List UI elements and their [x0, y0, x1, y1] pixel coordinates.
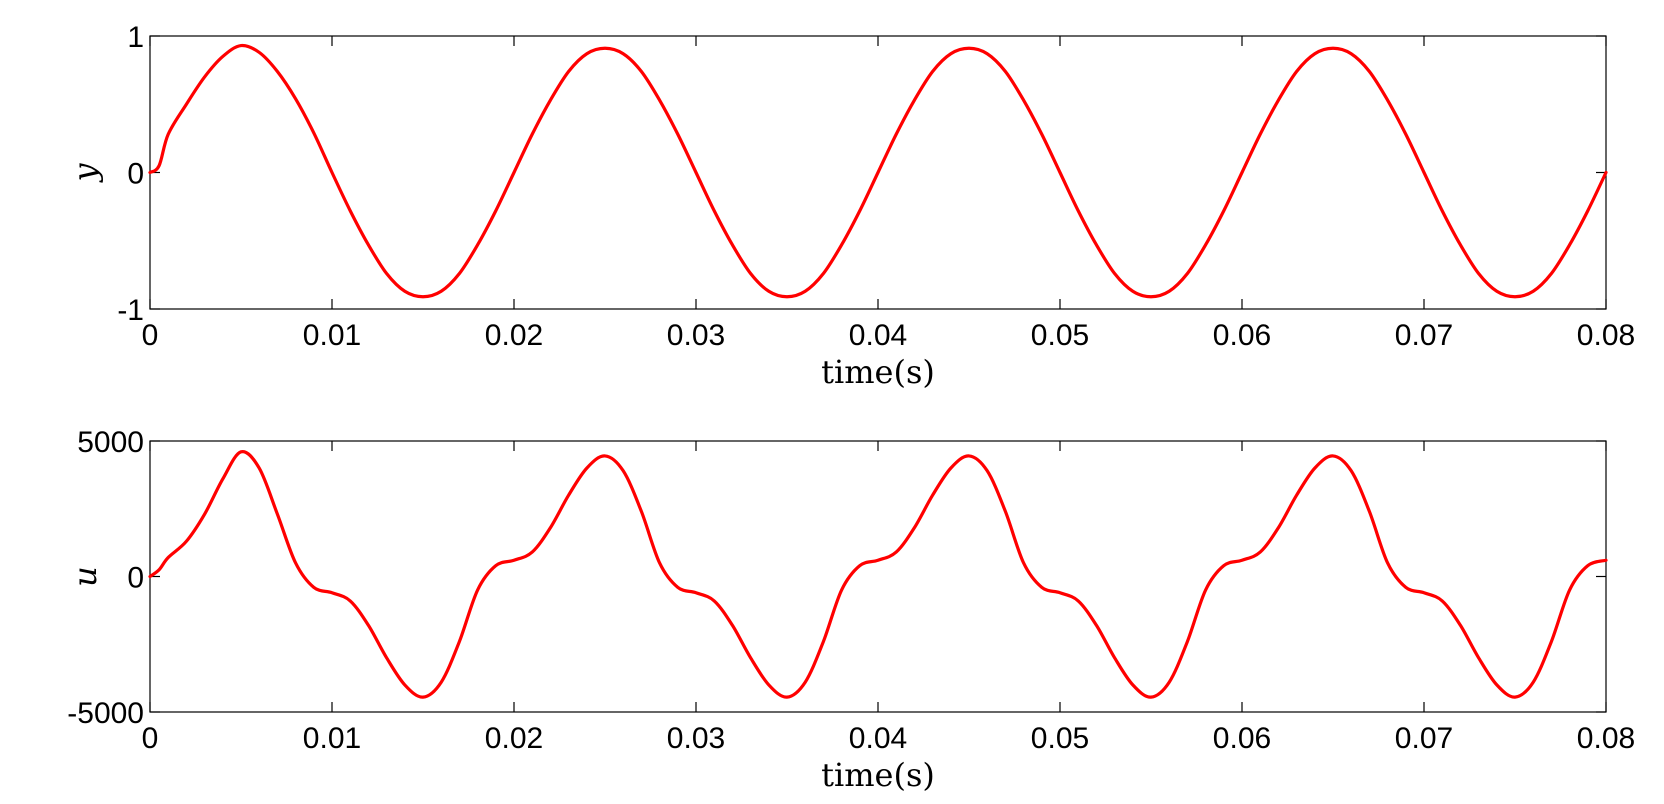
- x-tick-label: 0.05: [1031, 319, 1089, 352]
- x-tick-label: 0.04: [849, 319, 907, 352]
- x-tick-label: 0.03: [667, 319, 725, 352]
- x-tick-label: 0.02: [485, 722, 543, 755]
- x-axis-label: time(s): [821, 756, 935, 794]
- plot-frame: [149, 440, 1607, 713]
- x-tick-label: 0.08: [1577, 722, 1635, 755]
- x-tick-label: 0.04: [849, 722, 907, 755]
- x-tick-label: 0.08: [1577, 319, 1635, 352]
- y-axis-label: u: [66, 566, 104, 587]
- y-tick-label: -5000: [67, 697, 144, 730]
- x-tick-label: 0: [142, 722, 159, 755]
- x-tick-label: 0.06: [1213, 722, 1271, 755]
- x-tick-label: 0.05: [1031, 722, 1089, 755]
- y-axis-label: y: [66, 163, 104, 184]
- series-line-u: [148, 450, 1608, 699]
- series-line-y: [148, 43, 1608, 299]
- x-tick-label: 0.02: [485, 319, 543, 352]
- x-axis-label: time(s): [821, 353, 935, 391]
- x-tick-label: 0.07: [1395, 722, 1453, 755]
- y-tick-label: -1: [117, 294, 144, 327]
- plot-panel-1: 0 0.01 0.02 0.03 0.04 0.05 0.06 0.07 0.08-500005…: [66, 426, 1635, 794]
- x-tick-label: 0.07: [1395, 319, 1453, 352]
- x-tick-label: 0.03: [667, 722, 725, 755]
- x-tick-label: 0.01: [303, 722, 361, 755]
- x-tick-label: 0.01: [303, 319, 361, 352]
- y-tick-label: 0: [127, 562, 144, 595]
- plot-panel-0: 0 0.01 0.02 0.03 0.04 0.05 0.06 0.07 0.08-101tim…: [66, 21, 1635, 391]
- y-tick-label: 0: [127, 158, 144, 191]
- x-tick-label: 0: [142, 319, 159, 352]
- y-tick-label: 5000: [77, 426, 144, 459]
- y-tick-label: 1: [127, 21, 144, 54]
- x-tick-label: 0.06: [1213, 319, 1271, 352]
